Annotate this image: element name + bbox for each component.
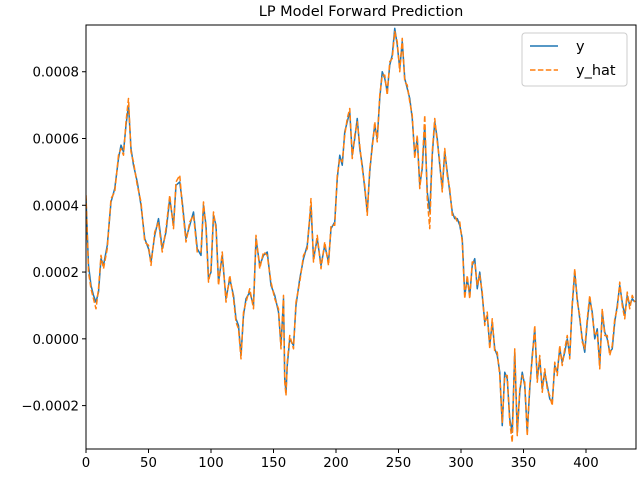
x-tick-label: 250 — [386, 456, 411, 471]
legend: y y_hat — [521, 32, 628, 87]
x-tick-label: 100 — [198, 456, 223, 471]
y-tick-label: 0.0008 — [32, 66, 79, 81]
legend-label-y: y — [576, 39, 585, 55]
y-tick-label: −0.0002 — [21, 400, 79, 415]
x-tick-label: 300 — [448, 456, 473, 471]
x-tick-label: 0 — [82, 456, 90, 471]
y-tick-label: 0.0006 — [32, 133, 79, 148]
y-tick-label: 0.0004 — [32, 199, 79, 214]
plot-frame — [85, 24, 637, 450]
x-tick-label: 400 — [573, 456, 598, 471]
x-tick-label: 200 — [323, 456, 348, 471]
x-tick-label: 350 — [511, 456, 536, 471]
y-tick-label: 0.0000 — [32, 333, 79, 348]
x-axis-ticks: 0 50 100 150 200 250 300 350 400 — [82, 449, 599, 471]
chart-title: LP Model Forward Prediction — [259, 4, 464, 20]
y-axis-ticks: −0.0002 0.0000 0.0002 0.0004 0.0006 0.0008 — [21, 66, 86, 415]
series-layer — [86, 27, 636, 444]
legend-label-y-hat: y_hat — [576, 63, 616, 79]
x-tick-label: 150 — [261, 456, 286, 471]
series-line-y-hat — [86, 30, 636, 444]
y-tick-label: 0.0002 — [32, 266, 79, 281]
x-tick-label: 50 — [140, 456, 157, 471]
